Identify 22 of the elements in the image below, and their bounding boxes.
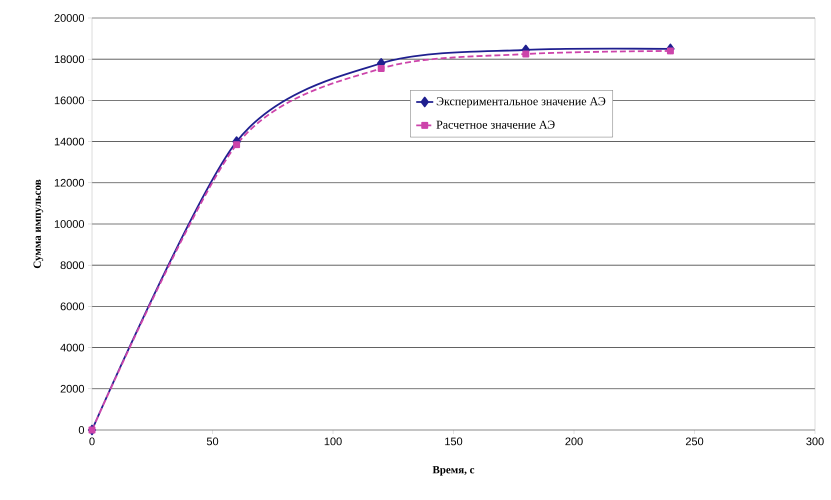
legend-label: Расчетное значение АЭ [436, 120, 555, 129]
y-tick-label: 4000 [60, 344, 84, 352]
x-tick-label: 300 [806, 438, 824, 446]
y-tick-label: 6000 [60, 302, 84, 310]
y-tick-label: 20000 [54, 14, 84, 22]
y-tick-label: 10000 [54, 220, 84, 228]
x-tick-label: 100 [324, 438, 342, 446]
legend-label: Экспериментальное значение АЭ [436, 97, 606, 108]
x-tick-label: 0 [89, 438, 95, 446]
y-tick-label: 2000 [60, 384, 84, 393]
x-tick-label: 150 [445, 438, 462, 446]
y-tick-label: 18000 [54, 55, 84, 64]
x-tick-label: 50 [206, 438, 218, 446]
y-tick-label: 16000 [54, 96, 84, 104]
y-tick-label: 0 [78, 426, 84, 434]
y-axis-title: Сумма импульсов [34, 180, 44, 268]
y-tick-label: 8000 [60, 261, 84, 270]
y-tick-label: 12000 [54, 178, 84, 187]
x-tick-label: 250 [686, 438, 704, 446]
y-tick-label: 14000 [54, 138, 84, 146]
x-axis-title: Время, с [432, 466, 474, 476]
x-tick-label: 200 [565, 438, 583, 446]
